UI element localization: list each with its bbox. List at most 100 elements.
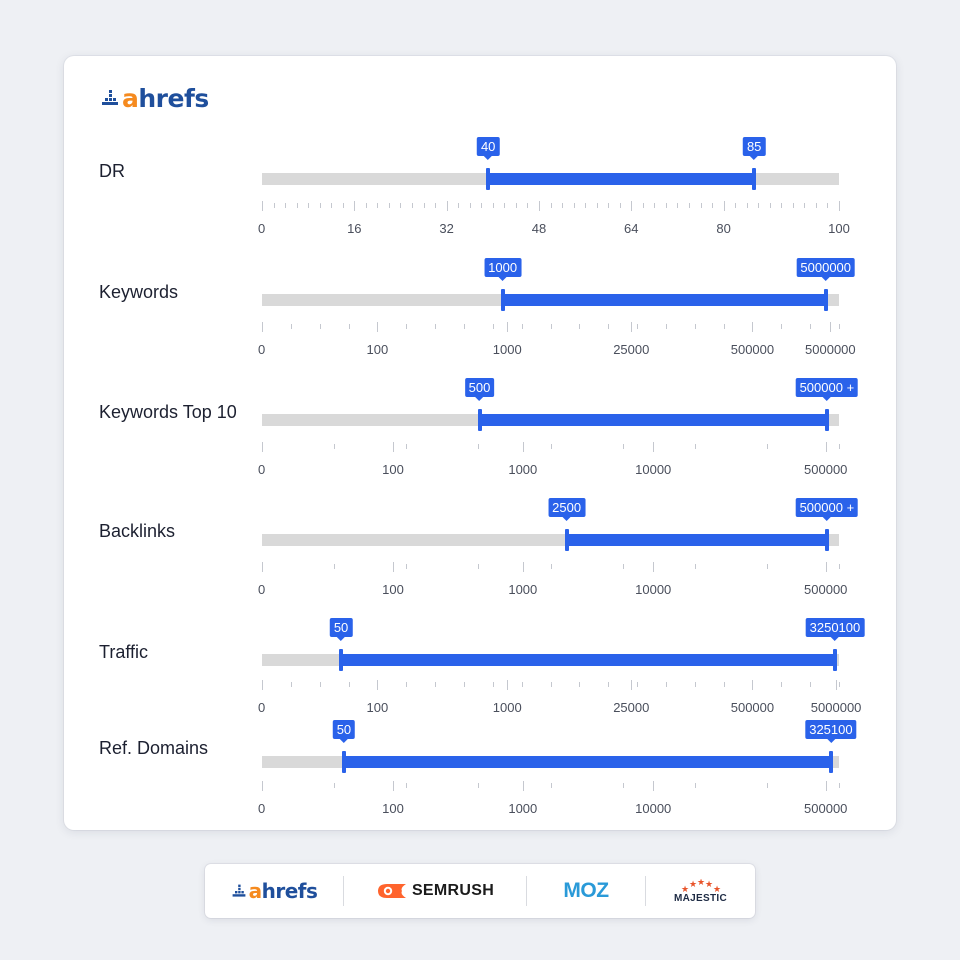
range-handle-max-ref-domains[interactable] (828, 751, 833, 773)
scale-tick-major (262, 201, 263, 211)
scale-label: 25000 (613, 342, 650, 357)
scale-tick (319, 203, 321, 208)
scale-tick (406, 682, 408, 687)
range-handle-min-ref-domains[interactable] (341, 751, 346, 773)
scale-tick (712, 203, 714, 208)
scale-tick (435, 203, 437, 208)
scale-label: 0 (258, 221, 266, 236)
scale-tick-major (836, 680, 838, 690)
scale-tick (677, 203, 679, 208)
scale-tick-major (262, 322, 263, 332)
scale-tick (654, 203, 656, 208)
scale-label: 80 (716, 221, 731, 236)
scale-tick (550, 444, 552, 449)
range-handle-max-keywords[interactable] (823, 289, 828, 311)
range-handle-max-dr[interactable] (752, 168, 757, 190)
scale-tick-major (522, 562, 524, 572)
range-handle-max-backlinks[interactable] (824, 529, 829, 551)
scale-tick (619, 203, 621, 208)
scale-tick (758, 203, 760, 208)
scale-tick (406, 783, 408, 788)
scale-tick-major (830, 322, 832, 332)
scale-tick-major (377, 322, 379, 332)
scale-label: 100 (382, 462, 404, 477)
scale-label: 100 (382, 582, 404, 597)
scale-tick (406, 324, 408, 329)
scale-tick (527, 203, 529, 208)
scale-tick (694, 682, 696, 687)
scale-tick (839, 444, 840, 449)
scale-tick-major (839, 201, 840, 211)
range-handle-min-keywords-top10[interactable] (477, 409, 482, 431)
scale-tick-major (377, 680, 379, 690)
svg-text:★: ★ (705, 880, 713, 890)
range-handle-min-dr[interactable] (486, 168, 491, 190)
scale-tick (839, 783, 840, 788)
scale-tick (665, 324, 667, 329)
scale-tick (839, 564, 840, 569)
range-fill-backlinks (566, 534, 827, 546)
scale-label: 0 (258, 462, 266, 477)
range-handle-max-keywords-top10[interactable] (824, 409, 829, 431)
ahrefs-cursor-icon (102, 90, 118, 105)
scale-tick-major (538, 201, 540, 211)
scale-tick-major (723, 201, 725, 211)
scale-tick-major (825, 562, 827, 572)
scale-tick (481, 203, 483, 208)
scale-tick (769, 203, 771, 208)
footer-majestic-logo: ★ ★ ★ ★ ★ MAJESTIC (674, 878, 727, 904)
scale-tick (290, 324, 292, 329)
range-handle-min-keywords[interactable] (500, 289, 505, 311)
scale-tick (781, 203, 783, 208)
scale-tick (365, 203, 367, 208)
scale-tick (608, 324, 610, 329)
scale-label: 500000 (730, 700, 775, 715)
range-handle-min-backlinks[interactable] (564, 529, 569, 551)
scale-tick-major (825, 781, 827, 791)
scale-tick (688, 203, 690, 208)
scale-tick-major (262, 442, 263, 452)
range-value-min-ref-domains: 50 (332, 720, 356, 743)
scale-tick (463, 682, 465, 687)
scale-tick-major (752, 680, 754, 690)
scale-tick-major (507, 680, 509, 690)
range-fill-keywords-top10 (479, 414, 827, 426)
scale-label: 1000 (492, 342, 522, 357)
scale-label: 0 (258, 801, 266, 816)
scale-tick (665, 682, 667, 687)
range-value-min-dr: 40 (476, 137, 500, 160)
scale-tick (478, 783, 480, 788)
scale-tick-major (392, 781, 394, 791)
footer-semrush-logo: SEMRUSH (344, 864, 526, 918)
scale-tick (622, 444, 624, 449)
scale-label: 1000 (492, 700, 522, 715)
scale-label: 0 (258, 342, 266, 357)
scale-tick (550, 783, 552, 788)
scale-label: 25000 (613, 700, 650, 715)
scale-label: 0 (258, 700, 266, 715)
scale-tick (290, 682, 292, 687)
scale-label: 48 (531, 221, 547, 236)
scale-tick (622, 564, 624, 569)
scale-tick (637, 682, 639, 687)
scale-tick (781, 324, 783, 329)
scale-tick-major (446, 201, 448, 211)
ahrefs-cursor-icon (232, 884, 246, 897)
scale-tick (815, 203, 817, 208)
scale-tick (573, 203, 575, 208)
scale-tick-major (262, 680, 263, 690)
scale-label: 100 (382, 801, 404, 816)
range-handle-max-traffic[interactable] (832, 649, 837, 671)
scale-tick (492, 682, 494, 687)
scale-tick (492, 203, 494, 208)
scale-label: 10000 (635, 462, 672, 477)
range-handle-min-traffic[interactable] (339, 649, 344, 671)
scale-tick (319, 682, 321, 687)
scale-tick (504, 203, 506, 208)
scale-tick (665, 203, 667, 208)
range-value-max-traffic: 3250100 (805, 618, 865, 641)
scale-tick (458, 203, 460, 208)
range-value-max-keywords: 5000000 (796, 258, 856, 281)
scale-label: 100 (366, 342, 389, 357)
scale-tick (550, 324, 552, 329)
